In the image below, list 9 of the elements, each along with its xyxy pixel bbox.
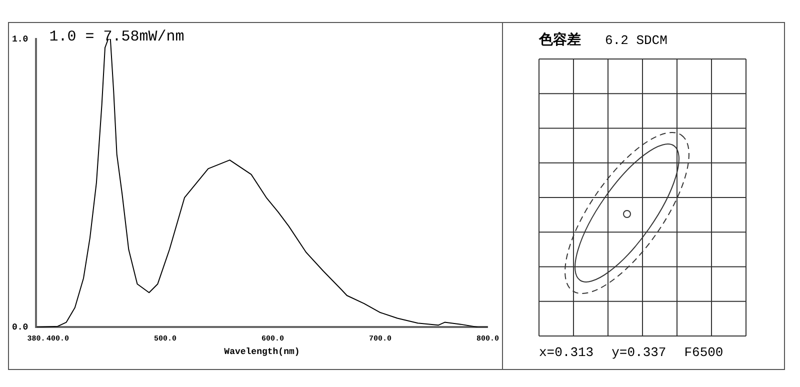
text: x=0.313 bbox=[539, 345, 594, 360]
text: 6.2 SDCM bbox=[605, 33, 668, 48]
text: F6500 bbox=[684, 345, 724, 360]
y-tick-label: 1.0 bbox=[12, 34, 28, 44]
y-tick-label: 0.0 bbox=[12, 322, 28, 332]
text: 色容差 bbox=[539, 32, 581, 48]
text: y=0.337 bbox=[612, 345, 666, 360]
x-axis-title: Wavelength(nm) bbox=[224, 346, 300, 357]
annotation: 1.0 = 7.58mW/nm bbox=[49, 28, 184, 46]
